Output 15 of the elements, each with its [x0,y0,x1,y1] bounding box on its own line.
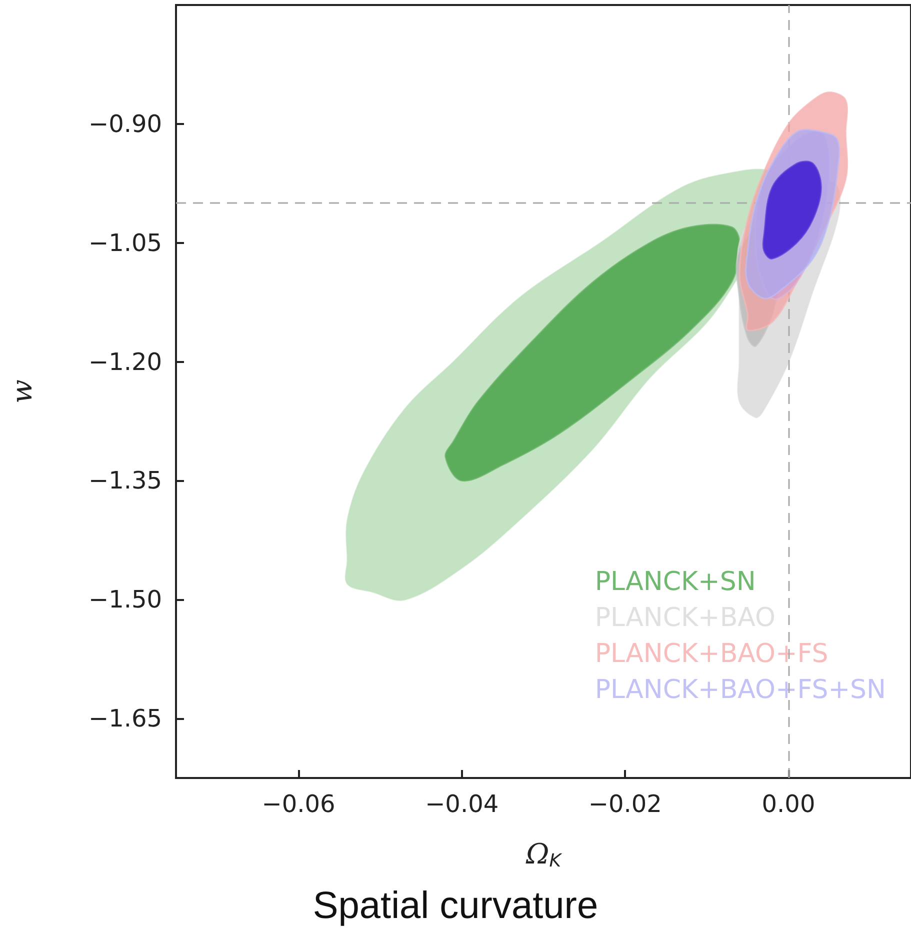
x-tick-label: −0.06 [262,790,336,818]
text: PLANCK+SN [594,567,756,597]
x-tick-label: 0.00 [762,790,816,818]
y-tick-label: −1.35 [88,466,162,495]
y-tick-label: −1.65 [88,704,162,733]
y-tick-label: −1.50 [88,586,162,614]
text: PLANCK+BAO+FS+SN [594,675,886,705]
x-tick-label: −0.02 [588,790,662,818]
y-tick-label: −0.90 [88,110,162,138]
x-tick-label: −0.04 [425,790,499,818]
text: Spatial curvature [312,885,598,927]
text: PLANCK+BAO+FS [594,639,828,669]
y-tick-label: −1.20 [88,348,162,376]
y-tick-label: −1.05 [88,228,162,257]
y-axis-title: w [6,379,38,404]
